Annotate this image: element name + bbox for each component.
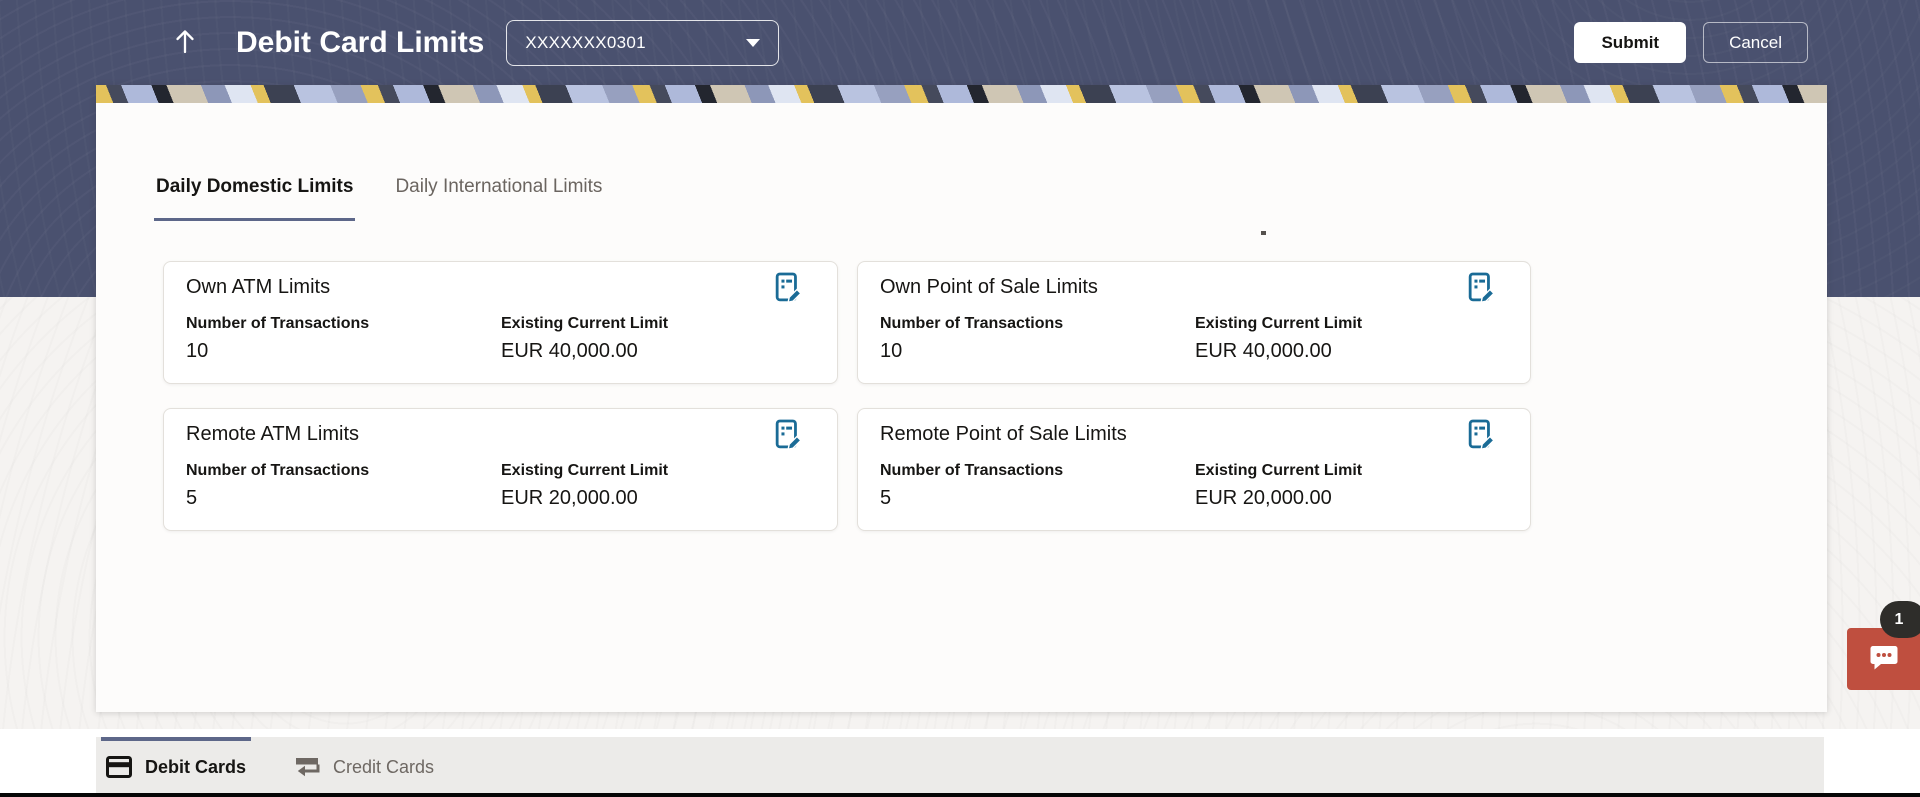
field-number-of-transactions: Number of Transactions 5: [186, 462, 501, 510]
card-fields: Number of Transactions 5 Existing Curren…: [186, 462, 815, 510]
field-label: Existing Current Limit: [501, 315, 669, 332]
field-value: 10: [186, 340, 209, 362]
field-number-of-transactions: Number of Transactions 10: [880, 315, 1195, 363]
chevron-down-icon: [746, 38, 761, 47]
content-panel: Daily Domestic Limits Daily Internationa…: [96, 85, 1827, 712]
card-title: Remote ATM Limits: [186, 423, 359, 445]
chat-button[interactable]: [1847, 628, 1920, 690]
card-type-tabbar: Debit Cards Credit Cards: [96, 737, 1824, 793]
card-title: Own ATM Limits: [186, 276, 331, 298]
field-value: EUR 40,000.00: [501, 340, 638, 362]
field-label: Number of Transactions: [186, 315, 370, 332]
edit-limit-button[interactable]: [1467, 271, 1497, 307]
field-value: 5: [186, 487, 198, 509]
tab-label: Credit Cards: [333, 756, 435, 777]
card-number-selector[interactable]: XXXXXXX0301: [506, 19, 780, 66]
debit-card-icon: [106, 756, 132, 778]
tab-debit-cards[interactable]: Debit Cards: [101, 737, 252, 793]
chat-bubble-icon: [1868, 644, 1900, 675]
tab-label: Debit Cards: [145, 756, 247, 777]
edit-note-icon: [1468, 272, 1496, 308]
field-label: Number of Transactions: [186, 462, 370, 479]
field-value: EUR 40,000.00: [1195, 340, 1332, 362]
chat-notification-badge: 1: [1880, 601, 1920, 638]
field-label: Existing Current Limit: [1195, 462, 1363, 479]
field-number-of-transactions: Number of Transactions 10: [186, 315, 501, 363]
cancel-button[interactable]: Cancel: [1703, 22, 1808, 63]
field-label: Number of Transactions: [880, 315, 1064, 332]
card-fields: Number of Transactions 10 Existing Curre…: [880, 315, 1508, 363]
edit-note-icon: [775, 419, 803, 455]
field-label: Existing Current Limit: [501, 462, 669, 479]
limit-card-own-atm: Own ATM Limits: [163, 261, 838, 384]
tab-credit-cards[interactable]: Credit Cards: [289, 737, 439, 793]
field-label: Number of Transactions: [880, 462, 1064, 479]
field-existing-current-limit: Existing Current Limit EUR 40,000.00: [1195, 315, 1362, 363]
field-value: 10: [880, 340, 903, 362]
field-value: EUR 20,000.00: [1195, 487, 1332, 509]
limit-card-own-pos: Own Point of Sale Limits: [857, 261, 1531, 384]
limit-card-remote-pos: Remote Point of Sale Limits: [857, 408, 1531, 531]
stray-dot: [1261, 231, 1266, 235]
arrow-up-icon: [173, 28, 197, 57]
card-art-banner: [96, 85, 1827, 103]
card-title: Own Point of Sale Limits: [880, 276, 1098, 298]
card-fields: Number of Transactions 10 Existing Curre…: [186, 315, 815, 363]
field-value: EUR 20,000.00: [501, 487, 638, 509]
back-button[interactable]: [172, 29, 198, 57]
submit-button[interactable]: Submit: [1574, 22, 1687, 63]
window-edge: [0, 793, 1920, 797]
edit-limit-button[interactable]: [774, 271, 804, 307]
limits-tabs: Daily Domestic Limits Daily Internationa…: [154, 176, 604, 221]
field-label: Existing Current Limit: [1195, 315, 1363, 332]
credit-card-return-icon: [294, 756, 320, 778]
limit-cards-grid: Own ATM Limits: [163, 261, 1531, 531]
field-existing-current-limit: Existing Current Limit EUR 40,000.00: [501, 315, 668, 363]
limit-card-remote-atm: Remote ATM Limits: [163, 408, 838, 531]
tab-daily-domestic-limits[interactable]: Daily Domestic Limits: [154, 176, 356, 221]
edit-note-icon: [1468, 419, 1496, 455]
page-title: Debit Card Limits: [236, 25, 485, 59]
card-number-value: XXXXXXX0301: [525, 32, 646, 52]
field-number-of-transactions: Number of Transactions 5: [880, 462, 1195, 510]
header-actions: Submit Cancel: [1574, 22, 1808, 63]
field-value: 5: [880, 487, 892, 509]
panel-body: Daily Domestic Limits Daily Internationa…: [96, 103, 1827, 712]
tab-daily-international-limits[interactable]: Daily International Limits: [395, 176, 603, 197]
edit-note-icon: [775, 272, 803, 308]
edit-limit-button[interactable]: [1467, 418, 1497, 454]
field-existing-current-limit: Existing Current Limit EUR 20,000.00: [1195, 462, 1362, 510]
card-title: Remote Point of Sale Limits: [880, 423, 1127, 445]
card-fields: Number of Transactions 5 Existing Curren…: [880, 462, 1508, 510]
page-header: Debit Card Limits XXXXXXX0301 Submit Can…: [0, 0, 1920, 85]
field-existing-current-limit: Existing Current Limit EUR 20,000.00: [501, 462, 668, 510]
edit-limit-button[interactable]: [774, 418, 804, 454]
